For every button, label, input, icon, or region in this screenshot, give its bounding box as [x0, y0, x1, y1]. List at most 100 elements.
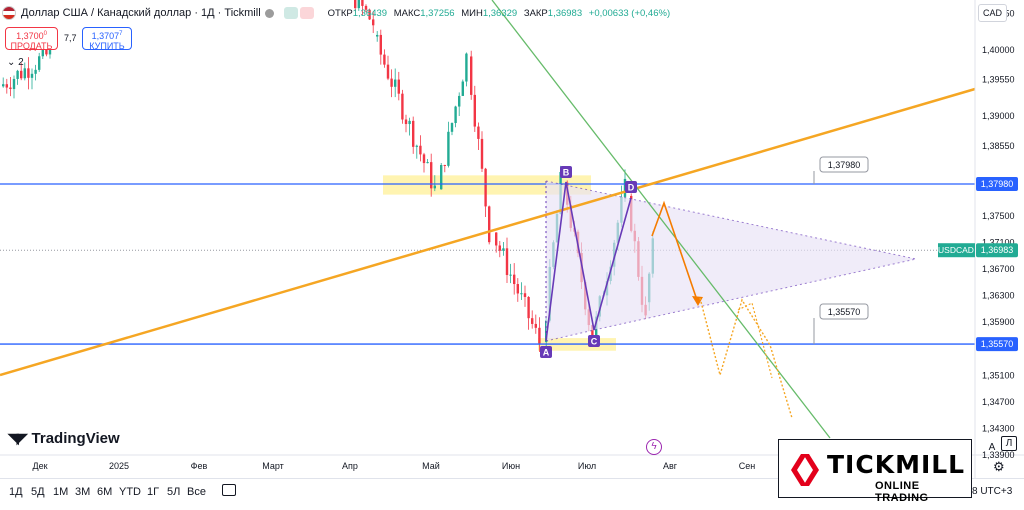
candle-body [394, 79, 397, 87]
low-value: 1,36329 [482, 7, 518, 19]
y-tick-label: 1,34700 [982, 397, 1015, 407]
candle-body [16, 70, 19, 79]
candle-body [2, 84, 5, 87]
settings-gear-icon[interactable]: ⚙ [993, 459, 1005, 474]
candle-body [9, 87, 12, 90]
candle-body [461, 81, 464, 96]
candle-body [516, 284, 519, 294]
price-axis-tag-label: 1,36983 [981, 245, 1014, 255]
x-tick-label: Июл [578, 461, 596, 471]
chart-header: Доллар США / Канадский доллар · 1Д · Tic… [0, 0, 674, 26]
timezone-label[interactable]: 8 UTC+3 [972, 486, 1013, 497]
low-label: МИН [461, 7, 483, 19]
candle-body [372, 19, 375, 26]
level-callout-box [819, 156, 869, 173]
level-callout-label: 1,37980 [828, 160, 861, 170]
price-axis-bg [975, 0, 1024, 478]
future-path-dotted-alt [737, 302, 773, 379]
sell-label: ПРОДАТЬ [10, 41, 53, 51]
timeframe-1y[interactable]: 1Г [147, 486, 160, 498]
candle-body [364, 5, 368, 10]
y-tick-label: 1,35100 [982, 370, 1015, 380]
candle-body [458, 95, 461, 107]
log-scale-button[interactable]: Л [1001, 436, 1017, 451]
buy-label: КУПИТЬ [89, 41, 125, 51]
candle-body [41, 46, 44, 57]
currency-selector[interactable]: CAD [978, 4, 1007, 22]
price-axis-tag-label: 1,35570 [981, 339, 1014, 349]
buy-price: 1,3707 [91, 31, 120, 41]
candle-body [45, 46, 48, 55]
candle-body [34, 69, 37, 74]
candle-body [379, 34, 382, 55]
y-tick-label: 1,37100 [982, 237, 1015, 247]
candle-body [473, 94, 476, 127]
candle-body [484, 168, 487, 207]
timeframe-1m[interactable]: 1М [53, 486, 69, 498]
y-tick-label: 1,37500 [982, 211, 1015, 221]
x-tick-label: Апр [342, 461, 358, 471]
projection-arrow [651, 200, 699, 304]
pattern-point-marker [588, 335, 600, 347]
candle-body [20, 70, 23, 79]
candle-body [426, 162, 429, 164]
indicator-count: 2 [18, 57, 24, 68]
calendar-icon[interactable] [222, 484, 236, 496]
sell-price: 1,3700 [16, 31, 44, 41]
timeframe-6m[interactable]: 6М [97, 486, 113, 498]
price-axis-tag [976, 243, 1018, 258]
pattern-point-label: A [543, 348, 550, 358]
timeframe-5y[interactable]: 5Л [167, 486, 181, 498]
tickmill-subtitle: ONLINE TRADING [875, 480, 929, 504]
pattern-point-marker [625, 181, 637, 193]
high-value: 1,37256 [420, 7, 455, 19]
candle-body [368, 9, 371, 20]
sell-button[interactable]: 1,37000 ПРОДАТЬ [5, 27, 58, 51]
pattern-point-label: B [563, 168, 570, 178]
candle-body [531, 318, 534, 324]
tradingview-mark-icon: ◥◤ [8, 430, 27, 446]
candle-body [415, 145, 418, 147]
tradingview-logo: ◥◤ TradingView [8, 430, 120, 447]
candle-body [440, 165, 443, 190]
usd-cad-flag-icon [2, 6, 16, 20]
y-tick-label: 1,36300 [982, 291, 1015, 301]
price-axis-tag-label: 1,37980 [981, 179, 1014, 189]
high-label: МАКС [393, 7, 421, 19]
buy-button[interactable]: 1,37077 КУПИТЬ [82, 27, 132, 51]
pattern-point-marker [540, 346, 552, 358]
timeframe-5d[interactable]: 5Д [31, 486, 45, 498]
x-tick-label: Май [422, 461, 440, 471]
buy-price-sup: 7 [119, 31, 123, 37]
x-tick-label: Авг [663, 461, 678, 471]
x-tick-label: Фев [191, 461, 208, 471]
timeframe-3m[interactable]: 3М [75, 486, 91, 498]
future-path-dotted [699, 297, 793, 419]
timeframe-1d[interactable]: 1Д [9, 486, 23, 498]
candle-body [480, 138, 484, 169]
timeframe-all[interactable]: Все [187, 486, 206, 498]
y-tick-label: 1,40000 [982, 45, 1015, 55]
x-tick-label: 2025 [109, 461, 129, 471]
candle-body [470, 56, 473, 95]
symbol-title[interactable]: Доллар США / Канадский доллар · 1Д · Tic… [21, 7, 261, 19]
lightning-icon[interactable]: ϟ [646, 439, 662, 455]
candle-body [534, 323, 537, 328]
ohlc-readout: ОТКР1,36439 МАКС1,37256 МИН1,36329 ЗАКР1… [328, 8, 674, 19]
timeframe-ytd[interactable]: YTD [119, 486, 141, 498]
candle-body [443, 165, 446, 167]
tickmill-banner: TICKMILL ONLINE TRADING [778, 439, 972, 504]
indicators-toggle[interactable]: ⌄ 2 [7, 57, 24, 68]
candle-body [412, 120, 415, 147]
close-label: ЗАКР [523, 7, 548, 19]
tradingview-wordmark: TradingView [31, 430, 120, 447]
auto-scale-button[interactable]: A [985, 437, 999, 455]
candle-body [520, 293, 523, 295]
x-tick-label: Дек [32, 461, 47, 471]
sell-price-sup: 0 [43, 31, 47, 37]
x-tick-label: Март [262, 461, 284, 471]
visibility-toggle-icon[interactable] [283, 7, 314, 19]
symbol-price-tag-label: USDCAD [938, 245, 974, 255]
candle-body [498, 245, 501, 251]
